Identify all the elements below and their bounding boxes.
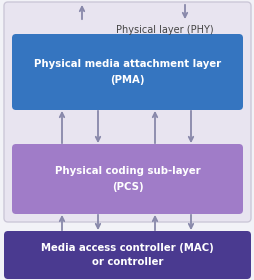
Text: Physical coding sub-layer: Physical coding sub-layer bbox=[54, 166, 200, 176]
Text: Physical media attachment layer: Physical media attachment layer bbox=[34, 59, 220, 69]
FancyBboxPatch shape bbox=[12, 144, 242, 214]
Text: (PCS): (PCS) bbox=[111, 182, 143, 192]
FancyBboxPatch shape bbox=[4, 2, 250, 222]
FancyBboxPatch shape bbox=[12, 34, 242, 110]
Text: Media access controller (MAC): Media access controller (MAC) bbox=[41, 243, 213, 253]
FancyBboxPatch shape bbox=[4, 231, 250, 279]
Text: (PMA): (PMA) bbox=[110, 75, 144, 85]
Text: Physical layer (PHY): Physical layer (PHY) bbox=[116, 25, 213, 35]
Text: or controller: or controller bbox=[91, 257, 163, 267]
